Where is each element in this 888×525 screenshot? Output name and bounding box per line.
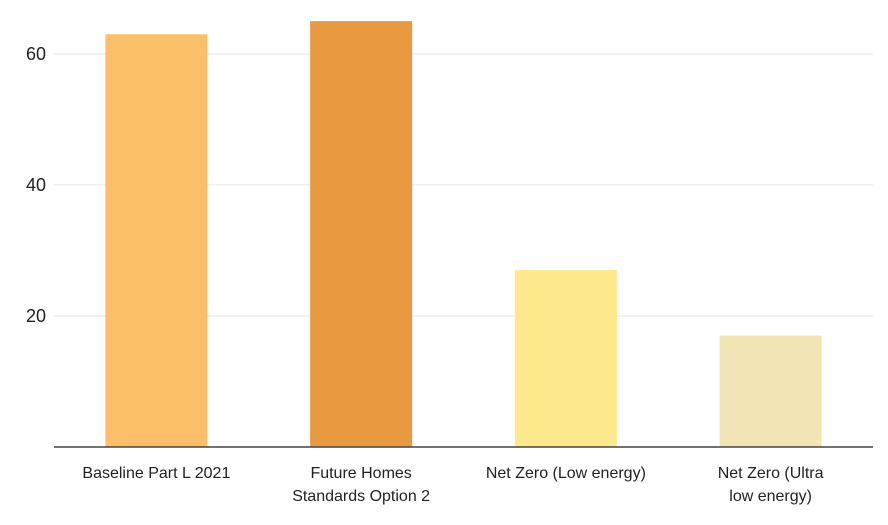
y-tick-label: 60 [26,44,46,64]
x-category-label: Net Zero (Ultra low energy) [718,465,824,505]
x-category-labels: Baseline Part L 2021 Future Homes Standard… [82,465,823,505]
x-category-label-line: Baseline Part L 2021 [82,465,230,482]
bar [310,21,413,447]
x-category-label: Future Homes Standards Option 2 [292,465,430,505]
y-tick-labels: 20 40 60 [26,44,46,326]
y-tick-label: 20 [26,306,46,326]
bar [105,34,208,447]
bar [514,270,617,447]
x-category-label: Baseline Part L 2021 [82,465,230,482]
bar [719,335,822,447]
y-tick-label: 40 [26,175,46,195]
x-category-label-line: Net Zero (Ultra [718,465,824,482]
x-category-label-line: low energy) [729,488,812,505]
x-category-label-line: Future Homes [310,465,411,482]
bars [105,21,822,447]
x-category-label-line: Standards Option 2 [292,488,430,505]
x-category-label-line: Net Zero (Low energy) [486,465,646,482]
x-category-label: Net Zero (Low energy) [486,465,646,482]
